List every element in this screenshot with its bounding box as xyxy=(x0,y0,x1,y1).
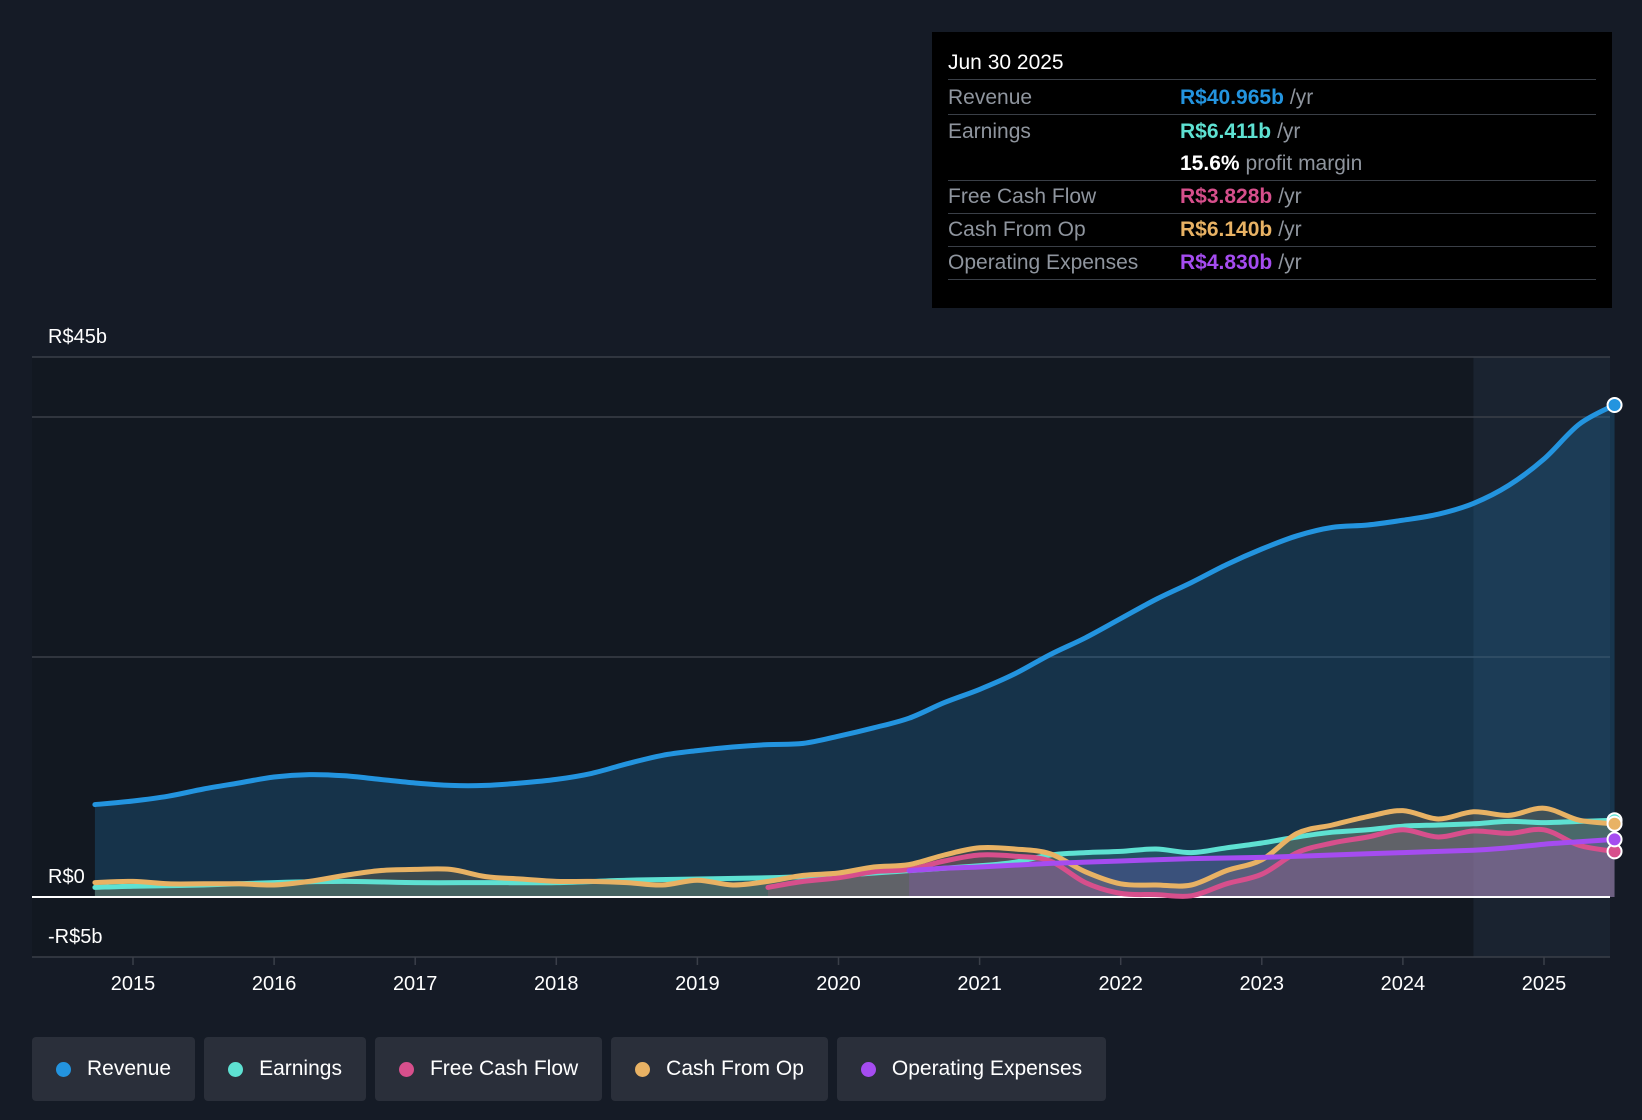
gridlines xyxy=(32,356,1610,958)
legend-item-cash-from-op[interactable]: Cash From Op xyxy=(611,1037,828,1101)
x-tick-label: 2022 xyxy=(1098,973,1143,995)
data-tooltip: Jun 30 2025 Revenue R$40.965b /yr Earnin… xyxy=(932,32,1612,308)
area-fcf xyxy=(767,829,1615,897)
tooltip-row-free-cash-flow: Free Cash Flow R$3.828b /yr xyxy=(948,181,1596,214)
x-tick-label: 2024 xyxy=(1381,973,1426,995)
series-end-markers xyxy=(1606,397,1623,860)
legend-label: Cash From Op xyxy=(666,1057,804,1080)
area-earnings xyxy=(94,820,1615,897)
tooltip-unit: /yr xyxy=(1277,119,1301,143)
tooltip-unit: /yr xyxy=(1289,86,1314,109)
tooltip-row-revenue: Revenue R$40.965b /yr xyxy=(948,82,1596,115)
tooltip-row-profit-margin: 15.6% profit margin xyxy=(948,148,1596,181)
legend-item-earnings[interactable]: Earnings xyxy=(204,1037,366,1101)
y-tick-label: R$0 xyxy=(48,866,85,888)
x-tick-label: 2016 xyxy=(252,973,297,995)
y-axis-labels: R$45b R$0 -R$5b xyxy=(48,326,107,948)
legend-label: Revenue xyxy=(87,1057,172,1080)
tooltip-label: Revenue xyxy=(948,86,1033,109)
x-tick-label: 2018 xyxy=(534,973,579,995)
line-opex[interactable] xyxy=(906,836,1618,874)
end-marker-revenue[interactable] xyxy=(1606,397,1623,413)
legend-label: Operating Expenses xyxy=(891,1057,1083,1080)
end-marker-cfo[interactable] xyxy=(1606,815,1623,832)
x-tick-label: 2021 xyxy=(957,973,1002,995)
x-axis-labels: 2015 2016 2017 2018 2019 2020 2021 2022 2023 2024… xyxy=(111,957,1567,995)
tooltip-value: R$40.965b xyxy=(1180,86,1284,109)
tooltip-value: R$6.411b xyxy=(1180,119,1272,143)
legend-item-free-cash-flow[interactable]: Free Cash Flow xyxy=(374,1037,603,1101)
line-revenue[interactable] xyxy=(92,402,1618,808)
tooltip-unit: /yr xyxy=(1278,218,1302,241)
tooltip-unit: /yr xyxy=(1278,251,1302,274)
tooltip-row-earnings: Earnings R$6.411b /yr xyxy=(948,115,1596,148)
y-tick-label: R$45b xyxy=(48,326,107,348)
tooltip-row-cash-from-op: Cash From Op R$6.140b /yr xyxy=(948,214,1596,247)
tooltip-value: R$4.830b xyxy=(1180,251,1273,274)
tooltip-unit: profit margin xyxy=(1245,152,1363,175)
x-tick-label: 2020 xyxy=(816,973,861,995)
dot-icon xyxy=(56,1061,71,1077)
area-revenue xyxy=(94,405,1615,897)
x-tick-label: 2023 xyxy=(1240,973,1285,995)
x-tick-label: 2025 xyxy=(1522,973,1567,995)
x-tick-label: 2019 xyxy=(675,973,720,995)
tooltip-value: R$3.828b xyxy=(1180,185,1273,208)
tooltip-row-operating-expenses: Operating Expenses R$4.830b /yr xyxy=(948,247,1596,280)
chart-legend: Revenue Earnings Free Cash Flow Cash Fro… xyxy=(32,1037,1107,1101)
tooltip-date: Jun 30 2025 xyxy=(948,46,1596,80)
legend-label: Earnings xyxy=(259,1057,342,1080)
tooltip-label: Operating Expenses xyxy=(948,251,1139,274)
legend-item-operating-expenses[interactable]: Operating Expenses xyxy=(836,1037,1107,1101)
legend-label: Free Cash Flow xyxy=(429,1057,579,1080)
end-marker-opex[interactable] xyxy=(1606,831,1623,848)
tooltip-label: Cash From Op xyxy=(948,218,1086,241)
x-tick-label: 2017 xyxy=(393,973,438,995)
y-tick-label: -R$5b xyxy=(48,926,102,948)
series-lines xyxy=(92,402,1618,899)
tooltip-value: 15.6% xyxy=(1180,152,1240,175)
legend-item-revenue[interactable]: Revenue xyxy=(32,1037,196,1101)
x-tick-label: 2015 xyxy=(111,973,156,995)
dot-icon xyxy=(860,1061,876,1077)
line-cfo[interactable] xyxy=(92,805,1618,889)
dot-icon xyxy=(398,1061,414,1077)
dot-icon xyxy=(228,1061,244,1077)
tooltip-label: Earnings xyxy=(948,119,1031,143)
tooltip-unit: /yr xyxy=(1278,185,1302,208)
tooltip-label: Free Cash Flow xyxy=(948,185,1097,208)
dot-icon xyxy=(635,1061,651,1077)
tooltip-value: R$6.140b xyxy=(1180,218,1273,241)
